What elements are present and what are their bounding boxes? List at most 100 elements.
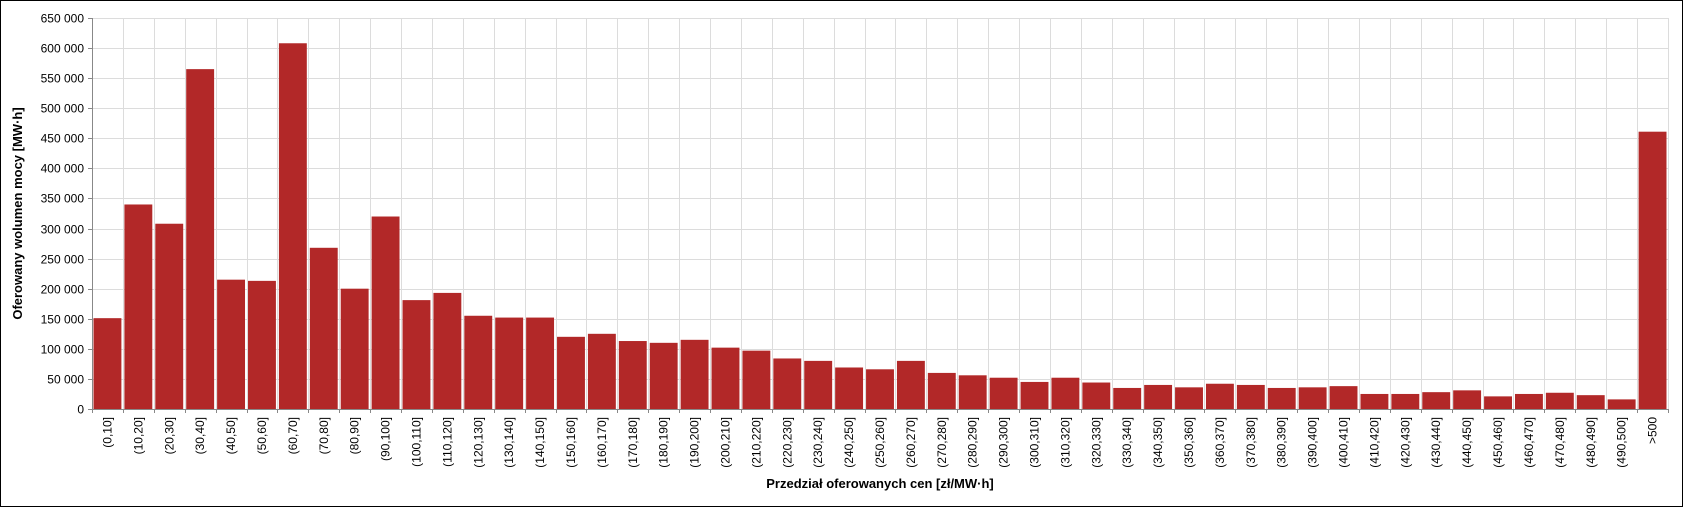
y-tick-label: 250 000 (41, 253, 85, 267)
x-tick-label: (490,500] (1615, 417, 1629, 468)
bar (402, 300, 431, 409)
x-tick-label: (300,310] (1028, 417, 1042, 468)
bar (1298, 387, 1327, 409)
x-tick-label: (70,80] (317, 417, 331, 454)
bar (618, 341, 647, 409)
bar (155, 223, 184, 409)
bar (1484, 396, 1512, 409)
x-tick-label: (360,370] (1213, 417, 1227, 468)
x-tick-label: (370,380] (1244, 417, 1258, 468)
x-tick-label: (200,210] (718, 417, 732, 468)
x-tick-label: (20,30] (162, 417, 176, 454)
bar (649, 342, 678, 409)
bar (1607, 399, 1636, 409)
x-tick-label: (220,230] (780, 417, 794, 468)
bar (711, 347, 740, 409)
bar (186, 69, 215, 409)
y-axis-title: Oferowany wolumen mocy [MW·h] (10, 107, 25, 319)
x-tick-label: (320,330] (1089, 417, 1103, 468)
x-axis-title: Przedział oferowanych cen [zł/MW·h] (766, 476, 994, 491)
bar (773, 358, 802, 409)
x-tick-label: (390,400] (1306, 417, 1320, 468)
bar (1144, 384, 1173, 409)
bar (958, 375, 987, 409)
bar (433, 292, 462, 409)
bar (495, 317, 524, 409)
x-tick-label: (340,350] (1151, 417, 1165, 468)
x-tick-label: (460,470] (1522, 417, 1536, 468)
bar (1514, 393, 1543, 409)
bar (1020, 381, 1049, 409)
x-tick-label: (410,420] (1367, 417, 1381, 468)
x-tick-label: (440,450] (1460, 417, 1474, 468)
bar (217, 279, 246, 409)
bar (742, 350, 771, 409)
x-tick-label: (430,440] (1429, 417, 1443, 468)
bar (1205, 383, 1234, 409)
bar (124, 204, 153, 409)
x-tick-label: (230,240] (811, 417, 825, 468)
x-tick-label: (240,250] (842, 417, 856, 468)
x-tick-label: (400,410] (1337, 417, 1351, 468)
axes (88, 18, 1669, 413)
bar (1453, 390, 1482, 409)
bar (896, 360, 925, 409)
x-tick-label: (250,260] (873, 417, 887, 468)
bar (1391, 393, 1420, 409)
y-tick-label: 300 000 (41, 223, 85, 237)
bar (587, 333, 616, 409)
x-tick-label: (190,200] (688, 417, 702, 468)
bar (866, 369, 894, 409)
y-axis-ticks: 0 50 000 100 000 150 000 200 000 250 000 300 0… (41, 12, 85, 417)
bar (278, 43, 307, 409)
bar (340, 288, 369, 409)
x-tick-label: (310,320] (1058, 417, 1072, 468)
y-tick-label: 500 000 (41, 102, 85, 116)
bar (1113, 387, 1142, 409)
y-tick-label: 0 (77, 403, 84, 417)
x-tick-label: (130,140] (502, 417, 516, 468)
bar (1051, 377, 1080, 409)
y-tick-label: 200 000 (41, 283, 85, 297)
bar (1422, 392, 1451, 409)
x-tick-label: (30,40] (193, 417, 207, 454)
bar (1329, 386, 1358, 409)
bar (680, 339, 709, 409)
x-tick-label: (100,110] (409, 417, 423, 467)
x-tick-label: (450,460] (1491, 417, 1505, 468)
bar (1638, 131, 1667, 409)
y-tick-label: 450 000 (41, 132, 85, 146)
bar (1576, 395, 1605, 409)
y-tick-label: 350 000 (41, 192, 85, 206)
x-tick-label: (260,270] (904, 417, 918, 468)
x-tick-label: (160,170] (595, 417, 609, 468)
x-tick-label: (280,290] (966, 417, 980, 468)
x-tick-label: (210,220] (749, 417, 763, 468)
x-tick-label: (50,60] (255, 417, 269, 454)
x-tick-label: (170,180] (626, 417, 640, 468)
y-tick-label: 400 000 (41, 162, 85, 176)
x-tick-label: (120,130] (471, 417, 485, 468)
x-axis-ticks: (0,10] (10,20] (20,30] (30,40] (40,50] (50,60… (100, 417, 1659, 468)
y-tick-label: 550 000 (41, 72, 85, 86)
y-tick-label: 600 000 (41, 42, 85, 56)
bar (927, 372, 956, 409)
x-tick-label: >500 (1646, 417, 1660, 444)
x-tick-label: (470,480] (1553, 417, 1567, 468)
grid (92, 18, 1669, 409)
bar (1267, 387, 1296, 409)
x-tick-label: (150,160] (564, 417, 578, 468)
x-tick-label: (140,150] (533, 417, 547, 468)
x-tick-label: (80,90] (348, 417, 362, 454)
x-tick-label: (330,340] (1120, 417, 1134, 468)
bar (1236, 384, 1265, 409)
x-tick-label: (270,280] (935, 417, 949, 468)
bar (1545, 392, 1574, 409)
x-tick-label: (10,20] (131, 417, 145, 454)
bars (93, 43, 1667, 409)
bar (526, 317, 555, 409)
x-tick-label: (480,490] (1584, 417, 1598, 468)
bar (557, 336, 585, 409)
